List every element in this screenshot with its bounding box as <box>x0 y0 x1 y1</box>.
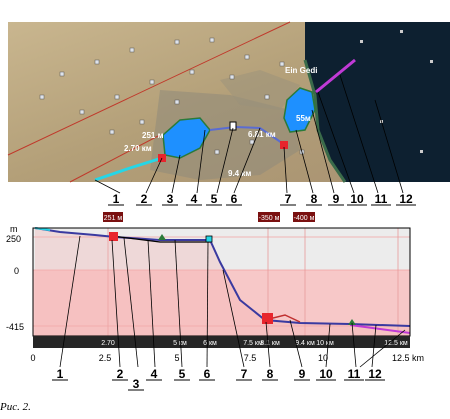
profile-callout-5: 5 <box>179 367 186 381</box>
bar-tick-2: 6 км <box>203 340 217 347</box>
flag-400 <box>293 212 315 222</box>
profile-callout-4: 4 <box>151 367 158 381</box>
profile-marker-2 <box>205 235 213 243</box>
magenta-segment <box>349 324 411 334</box>
y-tick-0: 0 <box>14 266 19 276</box>
valley-shading <box>150 90 300 180</box>
map-callout-6: 6 <box>231 192 238 206</box>
map-callout-leaders <box>94 74 404 194</box>
border-line-lower <box>69 134 161 183</box>
shoreline <box>303 59 347 183</box>
bar-tick-6: 10 км <box>316 340 334 347</box>
map-callout-5: 5 <box>211 192 218 206</box>
profile-callout-11: 11 <box>348 367 361 381</box>
route-marker-mid <box>229 121 237 131</box>
route-magenta <box>315 58 356 94</box>
profile-marker-1 <box>109 232 118 241</box>
map-callout-3: 3 <box>167 192 174 206</box>
x-tick-5: 5 <box>174 353 179 363</box>
profile-callout-7: 7 <box>241 367 248 381</box>
x-tick-10: 10 <box>318 353 328 363</box>
x-tick-75: 7.5 <box>244 353 257 363</box>
map-callout-11: 11 <box>375 192 388 206</box>
terrain-profile-line <box>34 227 411 327</box>
profile-callout-12: 12 <box>368 367 382 381</box>
profile-triangle-2 <box>348 319 356 325</box>
profile-callout-1: 1 <box>57 367 64 381</box>
bar-tick-0: 2.70 <box>101 340 115 347</box>
profile-callout-3: 3 <box>133 377 140 391</box>
profile-callout-9: 9 <box>299 367 306 381</box>
bar-tick-1: 5 км <box>173 340 187 347</box>
flag-251-text: 251 м <box>104 215 123 222</box>
flag-400-text: -400 м <box>294 215 315 222</box>
reservoir-1 <box>162 117 211 159</box>
map-callout-12: 12 <box>399 192 413 206</box>
route-marker-end <box>280 141 288 149</box>
map-callout-numbers: 1 2 3 4 5 6 7 8 9 10 11 12 <box>113 192 413 206</box>
map-place-ein-gedi: Ein Gedi <box>285 66 317 75</box>
profile-callout-8: 8 <box>267 367 274 381</box>
bar-tick-3: 7.5 км <box>243 340 263 347</box>
map-label-270: 2.70 км <box>124 144 152 153</box>
y-unit: m <box>10 224 18 234</box>
x-tick-0: 0 <box>30 353 35 363</box>
map-callout-4: 4 <box>191 192 198 206</box>
route-blue <box>209 125 286 146</box>
x-tick-25: 2.5 <box>99 353 112 363</box>
place-markers <box>39 37 305 155</box>
map-label-94: 9.4 км <box>228 169 251 178</box>
map-label-55: 55м <box>296 114 311 123</box>
bar-tick-5: 9.4 км <box>295 340 315 347</box>
y-tick-250: 250 <box>6 234 21 244</box>
map-callout-2: 2 <box>141 192 148 206</box>
hills-shading <box>220 70 300 110</box>
profile-callout-underlines <box>52 379 385 391</box>
map-callout-1: 1 <box>113 192 120 206</box>
profile-callout-2: 2 <box>117 367 124 381</box>
profile-marker-3 <box>262 313 273 324</box>
map-label-681: 6.81 км <box>248 130 276 139</box>
profile-callout-6: 6 <box>204 367 211 381</box>
map-callout-10: 10 <box>350 192 364 206</box>
profile-callout-leaders <box>59 235 406 368</box>
profile-callout-10: 10 <box>319 367 333 381</box>
canal-profile <box>111 235 210 243</box>
bar-tick-4: 8.1 км <box>260 340 280 347</box>
terrain-fill <box>35 228 410 336</box>
flag-350 <box>258 212 280 222</box>
distance-bar <box>33 336 410 348</box>
border-line <box>7 21 291 156</box>
dead-sea <box>305 22 450 182</box>
profile-callout-numbers: 1 2 3 4 5 6 7 8 9 10 11 12 <box>57 367 382 391</box>
bar-tick-7: 12.5 км <box>384 340 408 347</box>
satellite-map: 251 м 2.70 км 6.81 км 55м 9.4 км Ein Ged… <box>7 21 450 183</box>
reservoir-2 <box>283 87 316 133</box>
x-tick-125: 12.5 km <box>392 353 424 363</box>
figure-caption: Рис. 2. <box>0 401 31 413</box>
map-callout-7: 7 <box>285 192 292 206</box>
map-callout-8: 8 <box>311 192 318 206</box>
below-sea-band <box>33 270 410 336</box>
flag-350-text: -350 м <box>259 215 280 222</box>
profile-triangle-1 <box>158 234 166 240</box>
map-label-251: 251 м <box>142 131 164 140</box>
flag-251 <box>103 212 123 222</box>
y-tick-415: -415 <box>6 322 24 332</box>
route-cyan <box>94 156 163 182</box>
map-callout-9: 9 <box>333 192 340 206</box>
